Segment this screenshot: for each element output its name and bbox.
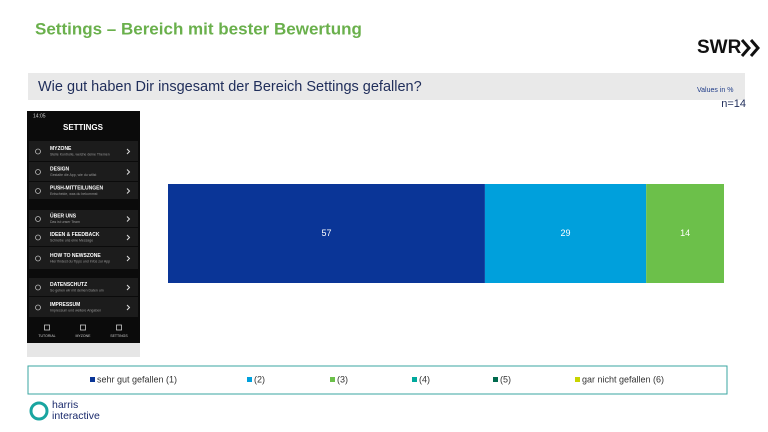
phone-row <box>29 141 138 161</box>
legend-swatch <box>493 377 498 382</box>
phone-row-arrow <box>126 255 131 262</box>
bar-segment <box>484 184 647 283</box>
legend-label: (5) <box>500 374 511 384</box>
legend-label: gar nicht gefallen (6) <box>582 374 664 384</box>
phone-row-icon <box>35 216 41 222</box>
note: Values in % <box>697 87 733 94</box>
phone-row-sub: Entscheide, was du bekommst <box>50 192 97 196</box>
legend-label: sehr gut gefallen (1) <box>97 374 177 384</box>
phone-row-icon <box>35 169 41 175</box>
question-band <box>28 73 745 100</box>
brand-icon <box>29 401 49 421</box>
legend-swatch <box>412 377 417 382</box>
phone-row <box>29 182 138 199</box>
phone-row <box>29 228 138 246</box>
phone-row-icon <box>35 148 41 155</box>
phone-row <box>29 247 138 269</box>
phone-row-arrow <box>126 169 131 175</box>
phone-row <box>29 297 138 317</box>
bar-segment <box>646 184 724 283</box>
phone-row-arrow <box>126 216 131 222</box>
phone-row-sub: Gestalte die App, wie du willst <box>50 173 96 177</box>
phone-row <box>29 162 138 181</box>
phone-row-label: IMPRESSUM <box>50 302 80 308</box>
phone-row-label: DATENSCHUTZ <box>50 282 87 288</box>
slide-title: Settings – Bereich mit bester Bewertung <box>35 19 362 38</box>
phone-nav-label: SETTINGS <box>110 334 128 338</box>
phone-row-label: PUSH-MITTEILUNGEN <box>50 185 103 191</box>
phone-row-icon <box>35 304 41 311</box>
phone-row-sub: Schreibe uns eine Message <box>50 238 93 242</box>
phone-row <box>29 210 138 227</box>
phone-row <box>29 278 138 296</box>
legend-label: (2) <box>254 374 265 384</box>
phone-row-sub: Stelle Kontrolle, welche deine Themen <box>50 152 110 156</box>
phone-nav-icon <box>116 324 122 331</box>
phone-row-arrow <box>126 304 131 311</box>
phone-row-label: DESIGN <box>50 166 70 172</box>
bar-segment <box>168 184 485 283</box>
phone-time: 14:05 <box>33 113 46 119</box>
logo: SWR <box>697 37 742 58</box>
phone-row-sub: Impressum und weitere Angaben <box>50 308 101 312</box>
phone-nav-icon <box>44 324 50 331</box>
phone-row-sub: Das ist unser Team <box>50 220 80 224</box>
legend-swatch <box>330 377 335 382</box>
legend-swatch <box>90 377 95 382</box>
phone-system-bar <box>27 343 140 357</box>
question: Wie gut haben Dir insgesamt der Bereich … <box>38 79 422 95</box>
legend-swatch <box>575 377 580 382</box>
phone-row-label: HOW TO NEWSZONE <box>50 253 101 259</box>
brand: harris <box>52 399 78 411</box>
legend-label: (4) <box>419 374 430 384</box>
phone-row-arrow <box>126 284 131 291</box>
phone-nav-label: TUTORIAL <box>38 334 55 338</box>
phone-row-sub: So gehen wir mit deinen Daten um <box>50 288 104 292</box>
phone-row-arrow <box>126 234 131 241</box>
phone-header: SETTINGS <box>63 123 104 132</box>
phone-row-sub: Hier findest du Tipps und Infos zur App <box>50 259 110 263</box>
phone-row-icon <box>35 255 41 262</box>
phone-row-arrow <box>126 148 131 155</box>
phone-row-icon <box>35 284 41 291</box>
phone-nav-label: MYZONE <box>76 334 92 338</box>
value-label: 29 <box>561 228 571 238</box>
phone-nav-icon <box>80 324 86 331</box>
phone-row-label: IDEEN & FEEDBACK <box>50 232 100 238</box>
logo-arrows <box>740 39 760 57</box>
phone-row-label: MYZONE <box>50 146 72 152</box>
phone-row-icon <box>35 234 41 241</box>
brand: interactive <box>52 410 100 422</box>
legend-label: (3) <box>337 374 348 384</box>
legend-box <box>27 365 728 395</box>
value-label: 57 <box>321 228 331 238</box>
value-label: 14 <box>680 228 690 238</box>
phone-row-label: ÜBER UNS <box>50 212 77 219</box>
sample-size: n=14 <box>721 98 746 110</box>
phone-row-icon <box>35 188 41 194</box>
legend-swatch <box>247 377 252 382</box>
phone-row-arrow <box>126 188 131 194</box>
